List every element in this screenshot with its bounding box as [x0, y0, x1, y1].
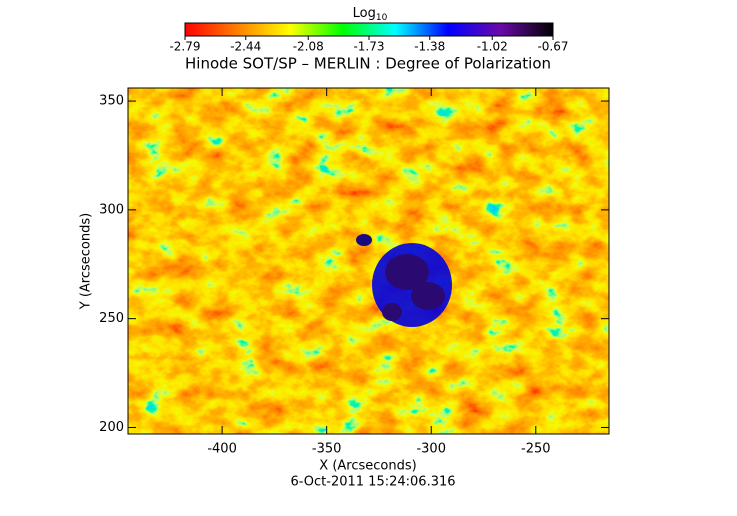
- pore: [356, 234, 372, 246]
- colorbar-tick-label: -1.73: [353, 40, 384, 54]
- colorbar-tick-label: -2.44: [230, 40, 261, 54]
- colorbar-label: Log10: [353, 6, 388, 23]
- sunspot-umbra: [411, 282, 445, 310]
- heatmap-image: [128, 88, 609, 434]
- x-axis-label: X (Arcseconds): [319, 459, 416, 474]
- y-tick-label: 300: [99, 202, 124, 217]
- y-tick-label: 350: [99, 94, 124, 109]
- colorbar-tick-label: -0.67: [537, 40, 568, 54]
- x-tick-label: -250: [521, 442, 551, 457]
- x-tick-label: -400: [207, 442, 237, 457]
- sunspot-umbra: [385, 254, 429, 290]
- footer: 6-Oct-2011 15:24:06.316: [290, 475, 455, 490]
- x-tick-label: -350: [312, 442, 342, 457]
- colorbar-tick-label: -2.08: [293, 40, 324, 54]
- chart-title: Hinode SOT/SP – MERLIN : Degree of Polar…: [185, 55, 551, 73]
- colorbar: [184, 22, 554, 37]
- y-tick-label: 250: [99, 311, 124, 326]
- colorbar-tick-label: -1.02: [477, 40, 508, 54]
- x-tick-label: -300: [416, 442, 446, 457]
- sunspot-umbra: [382, 303, 402, 321]
- colorbar-tick-label: -1.38: [414, 40, 445, 54]
- y-tick-label: 200: [99, 420, 124, 435]
- colorbar-tick-label: -2.79: [169, 40, 200, 54]
- plot-frame: [127, 87, 610, 435]
- y-axis-label: Y (Arcseconds): [79, 213, 94, 310]
